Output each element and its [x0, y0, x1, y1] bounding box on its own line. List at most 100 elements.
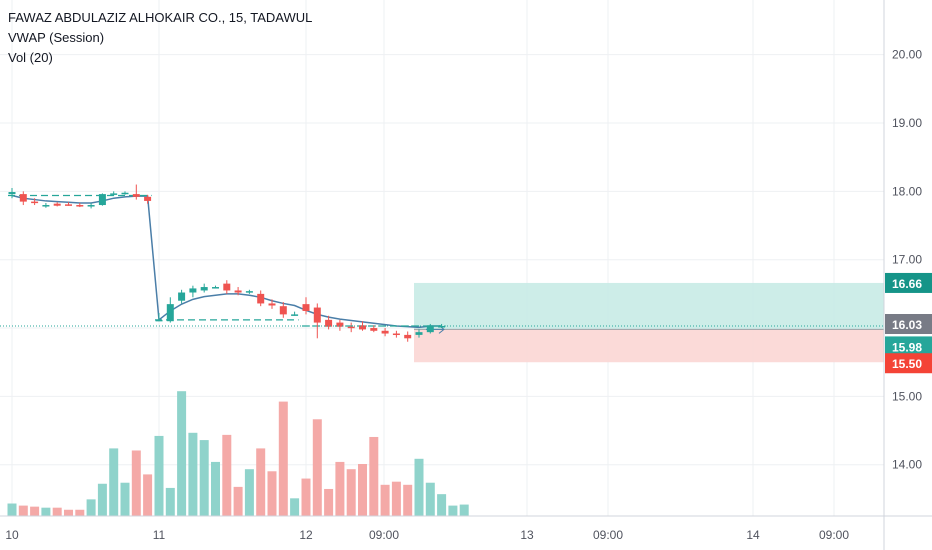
candle-body: [426, 325, 434, 333]
candle-body: [189, 288, 197, 293]
price-badge-entry: 15.98: [885, 336, 932, 357]
vwap-line: [8, 194, 446, 329]
volume-bar: [233, 486, 243, 516]
candle-body: [110, 193, 118, 195]
volume-bar: [64, 509, 73, 516]
indicator-vwap-label[interactable]: VWAP (Session): [8, 30, 105, 45]
volume-bars: [7, 391, 469, 516]
volume-bar: [109, 448, 119, 516]
time-tick-label: 09:00: [819, 528, 849, 542]
volume-bar: [120, 482, 130, 516]
volume-bar: [165, 487, 175, 516]
candle-body: [42, 205, 50, 207]
volume-bar: [425, 482, 435, 516]
candle-body: [392, 333, 400, 336]
time-tick-label: 10: [5, 528, 19, 542]
candle-body: [438, 326, 446, 328]
candle-body: [31, 201, 39, 204]
volume-bar: [290, 498, 300, 516]
candle-body: [291, 314, 299, 316]
volume-bar: [7, 503, 17, 516]
time-tick-label: 11: [153, 528, 166, 542]
candle-body: [234, 290, 242, 293]
volume-bar: [414, 458, 424, 516]
candle-body: [268, 303, 276, 306]
candle-body: [200, 287, 208, 291]
candle-body: [178, 292, 186, 301]
volume-bar: [199, 440, 209, 516]
volume-bar: [177, 391, 187, 516]
volume-bar: [86, 499, 96, 516]
candle-body: [325, 319, 333, 327]
volume-bar: [403, 484, 413, 516]
badge-label: 15.98: [892, 340, 922, 354]
volume-bar: [211, 461, 220, 516]
price-badge-target: 16.66: [885, 272, 932, 293]
candle-body: [347, 326, 355, 329]
candle-body: [144, 196, 152, 201]
candle-body: [313, 307, 321, 323]
price-tick-label: 14.00: [892, 458, 922, 472]
volume-bar: [131, 450, 141, 516]
candle-body: [336, 322, 344, 327]
price-tick-label: 19.00: [892, 116, 922, 130]
volume-bar: [448, 505, 458, 516]
time-tick-label: 09:00: [369, 528, 399, 542]
price-tick-label: 15.00: [892, 389, 922, 403]
volume-bar: [369, 436, 379, 516]
volume-bar: [41, 507, 51, 516]
candle-body: [87, 205, 95, 207]
candle-body: [76, 205, 84, 207]
symbol-title[interactable]: FAWAZ ABDULAZIZ ALHOKAIR CO., 15, TADAWU…: [8, 10, 313, 25]
volume-bar: [244, 469, 254, 516]
candle-body: [65, 204, 72, 206]
time-tick-label: 13: [520, 528, 534, 542]
candle-body: [245, 291, 253, 293]
badge-label: 16.03: [892, 318, 922, 332]
volume-bar: [256, 448, 266, 516]
volume-bar: [358, 464, 367, 516]
time-tick-label: 09:00: [593, 528, 623, 542]
volume-bar: [324, 488, 334, 516]
candle-body: [155, 319, 163, 322]
candle-body: [381, 330, 389, 334]
candle-body: [121, 192, 129, 195]
candle-body: [279, 306, 287, 315]
volume-bar: [437, 494, 447, 516]
volume-bar: [335, 461, 345, 516]
price-tick-label: 17.00: [892, 253, 922, 267]
volume-bar: [267, 471, 277, 516]
volume-bar: [301, 478, 311, 516]
volume-bar: [75, 509, 85, 516]
indicator-volume-label[interactable]: Vol (20): [8, 50, 53, 65]
volume-bar: [188, 432, 198, 516]
candle-body: [19, 194, 27, 202]
badge-background: [885, 353, 932, 374]
candle-body: [98, 194, 106, 206]
volume-bar: [222, 434, 232, 516]
time-tick-label: 14: [746, 528, 760, 542]
volume-bar: [154, 435, 164, 516]
candle-body: [359, 325, 366, 330]
candle-body: [223, 283, 231, 291]
target-zone: [414, 282, 884, 330]
candle-body: [370, 328, 378, 331]
position-zones[interactable]: [414, 282, 884, 363]
price-tick-label: 20.00: [892, 48, 922, 62]
vwap-series-line: [11, 194, 442, 329]
candle-body: [302, 304, 310, 311]
volume-bar: [459, 504, 469, 516]
candle-body: [257, 293, 265, 304]
price-tick-label: 18.00: [892, 184, 922, 198]
volume-bar: [97, 483, 107, 516]
price-badge-stop: 15.50: [885, 353, 932, 374]
price-badges: 16.66 16.03 15.98 15.50: [885, 272, 932, 374]
volume-bar: [312, 419, 322, 516]
volume-bar: [346, 469, 356, 516]
candle-body: [166, 304, 174, 322]
price-badge-current: 16.03: [885, 314, 932, 335]
chart-legend: FAWAZ ABDULAZIZ ALHOKAIR CO., 15, TADAWU…: [8, 8, 312, 68]
candle-body: [53, 203, 61, 206]
badge-label: 15.50: [892, 357, 922, 371]
